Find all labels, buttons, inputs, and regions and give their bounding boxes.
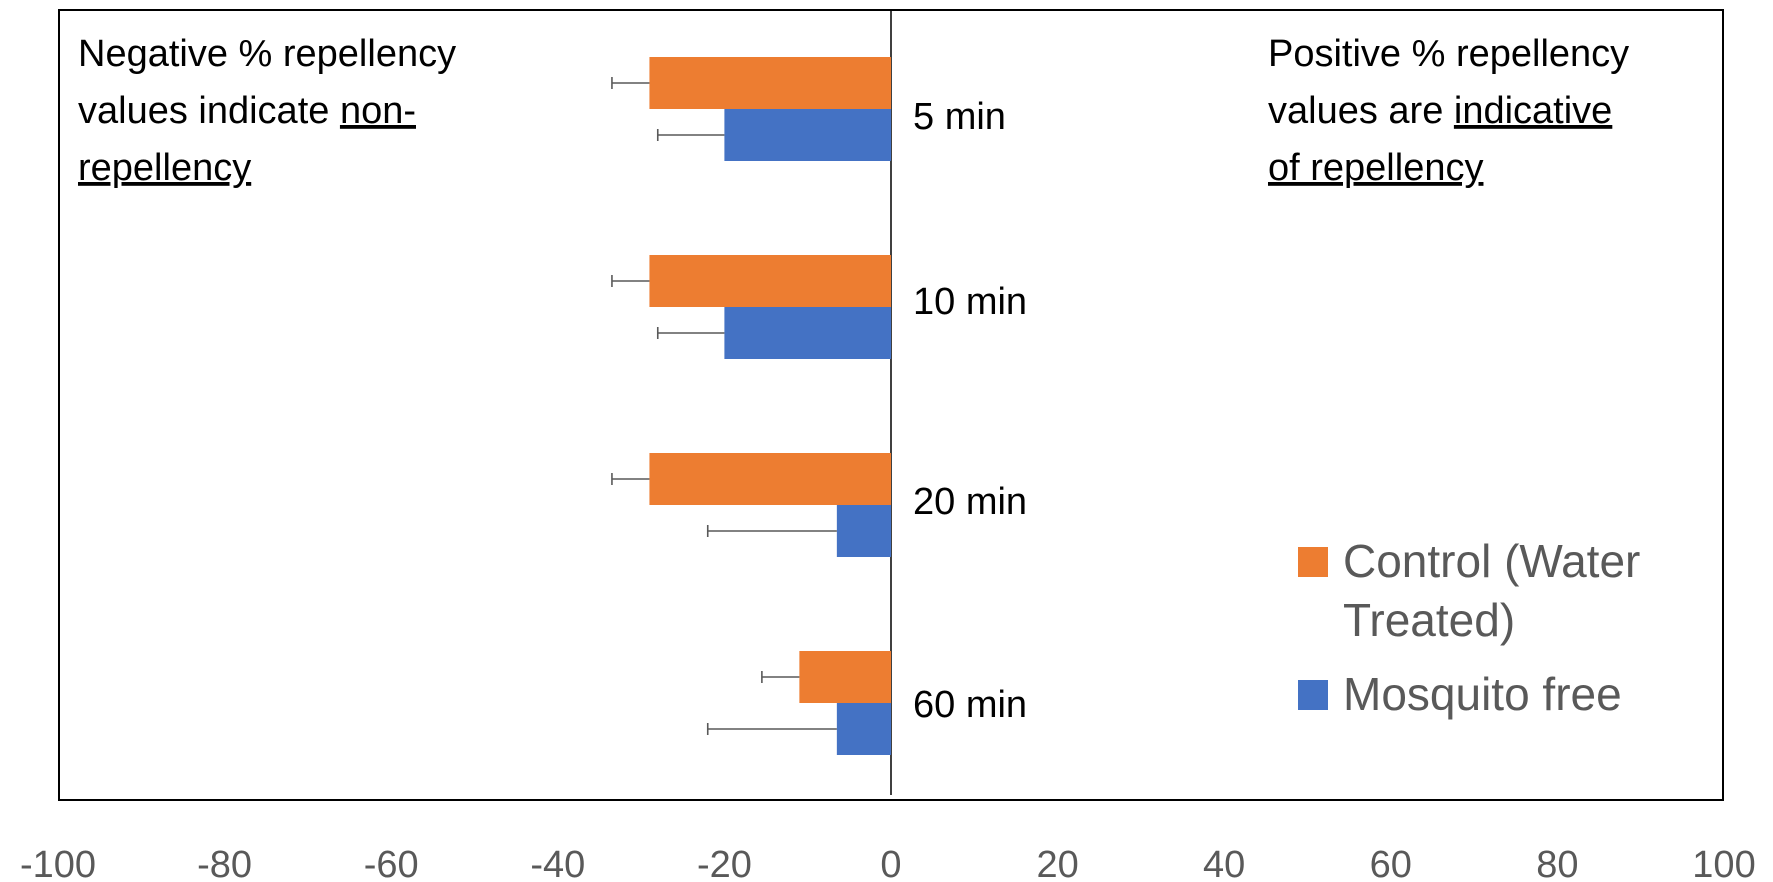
x-tick-label-40: 40: [1203, 844, 1245, 882]
left-annotation-line2-plain: values indicate: [78, 90, 340, 132]
category-label-5-min: 5 min: [913, 96, 1006, 138]
right-annotation: Positive % repellency values are indicat…: [1268, 33, 1629, 189]
right-annotation-line2: values are indicative: [1268, 90, 1612, 132]
category-label-20-min: 20 min: [913, 481, 1027, 523]
x-tick-label-0: 0: [880, 844, 901, 882]
right-annotation-line2-underlined: indicative: [1454, 90, 1612, 132]
x-tick-label-neg100: -100: [20, 844, 96, 882]
category-labels: 5 min 10 min 20 min 60 min: [913, 96, 1027, 726]
right-annotation-line3: of repellency: [1268, 147, 1483, 189]
left-annotation-line2: values indicate non-: [78, 90, 416, 132]
left-annotation-line2-underlined: non-: [340, 90, 416, 132]
legend-label-control-line2: Treated): [1343, 594, 1515, 646]
bar-mosquito-free-60-min: [836, 703, 891, 755]
bar-control-water-treated-20-min: [649, 453, 891, 505]
legend-label-mosquito-free: Mosquito free: [1343, 668, 1622, 720]
x-tick-label-neg60: -60: [364, 844, 419, 882]
x-tick-label-80: 80: [1536, 844, 1578, 882]
legend-label-control-line1: Control (Water: [1343, 535, 1640, 587]
bar-control-water-treated-60-min: [799, 651, 891, 703]
left-annotation-line1: Negative % repellency: [78, 33, 456, 75]
x-tick-label-100: 100: [1692, 844, 1755, 882]
error-bars-layer: [611, 77, 837, 735]
bar-mosquito-free-5-min: [724, 109, 891, 161]
category-label-10-min: 10 min: [913, 281, 1027, 323]
x-tick-label-60: 60: [1370, 844, 1412, 882]
bar-control-water-treated-5-min: [649, 57, 891, 109]
category-label-60-min: 60 min: [913, 684, 1027, 726]
bar-mosquito-free-20-min: [836, 505, 891, 557]
x-axis-tick-labels: -100 -80 -60 -40 -20 0 20 40 60 80 100: [20, 844, 1756, 882]
legend-swatch-mosquito-free: [1298, 680, 1328, 710]
bars-layer: [649, 57, 891, 755]
x-tick-label-neg40: -40: [530, 844, 585, 882]
x-tick-label-neg20: -20: [697, 844, 752, 882]
bar-mosquito-free-10-min: [724, 307, 891, 359]
x-tick-label-20: 20: [1036, 844, 1078, 882]
left-annotation-line3: repellency: [78, 147, 251, 189]
left-annotation: Negative % repellency values indicate no…: [78, 33, 456, 189]
right-annotation-line2-plain: values are: [1268, 90, 1454, 132]
legend: Control (Water Treated) Mosquito free: [1298, 535, 1640, 720]
x-tick-label-neg80: -80: [197, 844, 252, 882]
bar-control-water-treated-10-min: [649, 255, 891, 307]
legend-swatch-control: [1298, 547, 1328, 577]
right-annotation-line1: Positive % repellency: [1268, 33, 1629, 75]
